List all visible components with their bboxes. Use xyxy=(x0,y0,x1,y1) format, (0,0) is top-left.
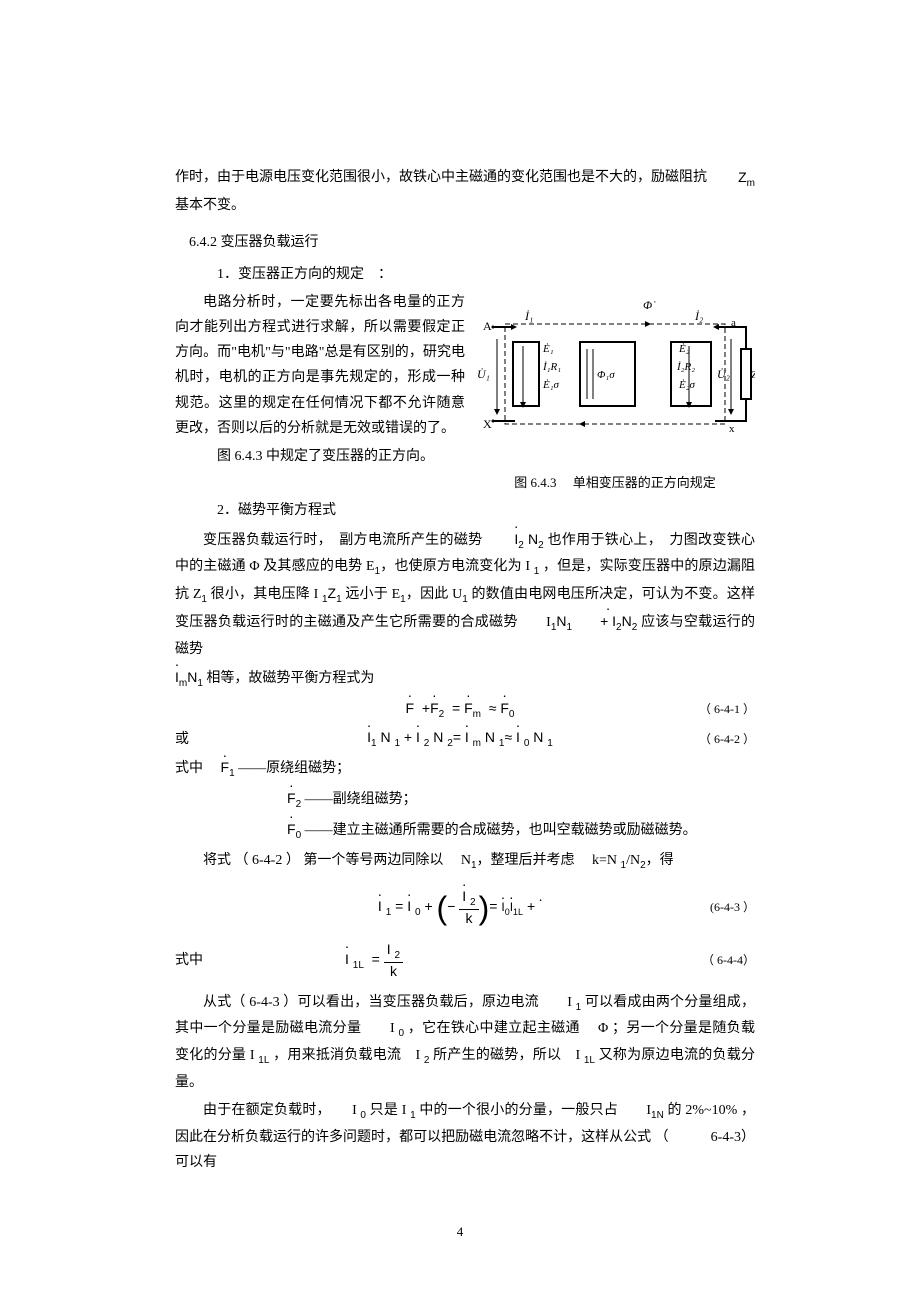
eq-or: 或 xyxy=(175,727,265,752)
p5: 由于在额定负载时， I 0 只是 I 1 中的一个很小的分量，一般只占 I1N … xyxy=(175,1098,755,1175)
eq-where2: 式中 xyxy=(175,948,265,973)
svg-text:x: x xyxy=(729,423,735,435)
eq642-num: （ 6-4-2 ） xyxy=(655,729,755,751)
equation-642: 或 I1 N 1 + I 2 N 2= I m N 1≈ I 0 N 1 （ 6… xyxy=(175,725,755,753)
svg-text:U̇₁: U̇₁ xyxy=(477,367,490,381)
transformer-diagram: Φ̇ İ₁ İ₂ A U̇₁ X a U̇₂ x Z L Ė₁ İ₁R₁ Ė₁σ… xyxy=(475,294,755,454)
p3: 将式 （ 6-4-2 ） 第一个等号两边同除以 N1，整理后并考虑 k=N 1/… xyxy=(175,848,755,875)
figure-caption: 图 6.4.3 单相变压器的正方向规定 xyxy=(475,471,755,494)
item-1: 1．变压器正方向的规定 ： xyxy=(175,262,755,287)
equation-643: I 1 = I 0 + (− I 2k)= I0I1L + (6-4-3 ） xyxy=(175,888,755,927)
p2a-cont: ImN1 相等，故磁势平衡方程式为 xyxy=(175,665,755,693)
eq644-body: I 1L = I 2k xyxy=(265,941,655,980)
svg-text:a: a xyxy=(731,317,736,329)
page: 作时，由于电源电压变化范围很小，故铁心中主磁通的变化范围也是不大的，励磁阻抗 Z… xyxy=(0,0,920,1303)
svg-text:İ₂R₂: İ₂R₂ xyxy=(676,361,695,373)
svg-text:Ė₂: Ė₂ xyxy=(678,343,690,355)
eq641-num: （ 6-4-1 ） xyxy=(655,699,755,721)
opening-zm: Zm xyxy=(738,165,755,193)
equation-644: 式中 I 1L = I 2k （ 6-4-4） xyxy=(175,941,755,980)
svg-text:İ₁: İ₁ xyxy=(524,309,533,323)
page-number: 4 xyxy=(0,1220,920,1243)
svg-text:İ₁R₁: İ₁R₁ xyxy=(542,361,561,373)
eq643-num: (6-4-3 ） xyxy=(655,897,755,919)
opening-text: 作时，由于电源电压变化范围很小，故铁心中主磁通的变化范围也是不大的，励磁阻抗 xyxy=(175,170,707,185)
where-f0: F0 ——建立主磁通所需要的合成磁势，也叫空载磁势或励磁磁势。 xyxy=(175,817,755,845)
svg-text:X: X xyxy=(483,417,492,431)
eq641-body: F +F2 = Fm ≈ F0 xyxy=(265,696,655,724)
svg-text:Φ̇: Φ̇ xyxy=(643,298,656,312)
opening-line2: 基本不变。 xyxy=(175,193,755,218)
svg-text:Ė₁σ: Ė₁σ xyxy=(542,379,560,391)
figure-643: Φ̇ İ₁ İ₂ A U̇₁ X a U̇₂ x Z L Ė₁ İ₁R₁ Ė₁σ… xyxy=(475,294,755,495)
svg-text:Ė₂σ: Ė₂σ xyxy=(678,379,696,391)
eq643-body: I 1 = I 0 + (− I 2k)= I0I1L + xyxy=(265,888,655,927)
p4: 从式（ 6-4-3 ）可以看出，当变压器负载后，原边电流 I 1 可以看成由两个… xyxy=(175,990,755,1096)
svg-text:Φ₁σ: Φ₁σ xyxy=(597,369,615,381)
eq644-num: （ 6-4-4） xyxy=(655,950,755,972)
svg-text:Ė₁: Ė₁ xyxy=(542,343,554,355)
svg-text:İ₂: İ₂ xyxy=(694,309,703,323)
opening-paragraph: 作时，由于电源电压变化范围很小，故铁心中主磁通的变化范围也是不大的，励磁阻抗 Z… xyxy=(175,165,755,190)
svg-text:A: A xyxy=(483,319,492,333)
svg-text:U̇₂: U̇₂ xyxy=(717,367,730,381)
p2a: 变压器负载运行时， 副方电流所产生的磁势 I2 N2 也作用于铁心上， 力图改变… xyxy=(175,527,755,662)
section-642: 6.4.2 变压器负载运行 xyxy=(175,230,755,255)
item-2: 2．磁势平衡方程式 xyxy=(175,498,755,523)
eq642-body: I1 N 1 + I 2 N 2= I m N 1≈ I 0 N 1 xyxy=(265,725,655,753)
